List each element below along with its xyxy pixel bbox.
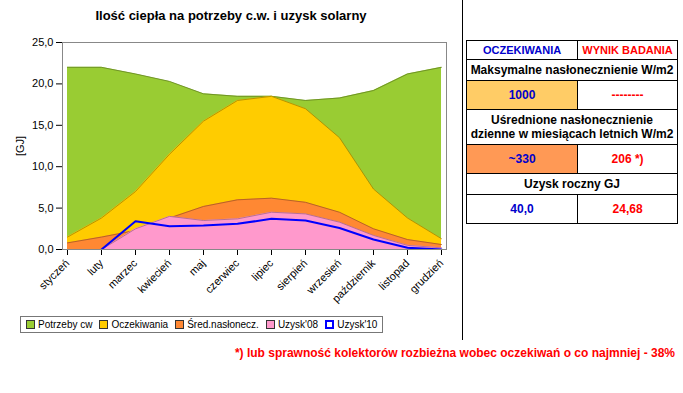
svg-text:[GJ]: [GJ]: [14, 136, 26, 156]
svg-text:25,0: 25,0: [32, 36, 53, 48]
html-text:Uzysk'10: Uzysk'10: [337, 319, 378, 330]
svg-text:czerwiec: czerwiec: [203, 256, 242, 295]
html-text:1000: 1000: [508, 88, 536, 102]
html-text:Uśrednione nasłonecznienie dzi: Uśrednione nasłonecznienie dzienne w mie…: [470, 113, 674, 141]
svg-text:kwiecień: kwiecień: [135, 257, 173, 295]
html-text:OCZEKIWANIA: OCZEKIWANIA: [482, 44, 562, 56]
svg-text:marzec: marzec: [105, 256, 139, 290]
svg-text:styczeń: styczeń: [37, 257, 72, 292]
html-text:Uzysk roczny GJ: Uzysk roczny GJ: [524, 177, 620, 191]
svg-text:sierpień: sierpień: [273, 256, 310, 293]
html-text:40,0: 40,0: [510, 202, 534, 216]
html-text:Ilość ciepła na potrzeby c.w.: Ilość ciepła na potrzeby c.w. i uzysk so…: [95, 8, 367, 23]
html-text:Oczekiwania: Oczekiwania: [111, 319, 169, 330]
svg-text:20,0: 20,0: [32, 77, 53, 89]
html-text:WYNIK BADANIA: WYNIK BADANIA: [582, 44, 673, 56]
html-text:Maksymalne nasłonecznienie W/m: Maksymalne nasłonecznienie W/m2: [470, 63, 674, 77]
html-text:Uzysk'08: Uzysk'08: [277, 319, 319, 330]
svg-text:październik: październik: [330, 256, 378, 304]
svg-text:listopad: listopad: [376, 256, 412, 292]
html-text:206 *): 206 *): [611, 152, 644, 166]
svg-text:10,0: 10,0: [32, 160, 53, 172]
html-text:Potrzeby cw: Potrzeby cw: [38, 319, 93, 330]
html-text:~330: ~330: [508, 152, 536, 166]
svg-text:0,0: 0,0: [38, 243, 53, 255]
html-text:Śred.nasłonecz.: Śred.nasłonecz.: [187, 319, 259, 330]
svg-text:wrzesień: wrzesień: [304, 256, 344, 296]
svg-text:grudzień: grudzień: [407, 257, 445, 295]
svg-text:maj: maj: [186, 257, 207, 278]
html-text:*) lub sprawność kolektorów ro: *) lub sprawność kolektorów rozbieżna wo…: [234, 346, 675, 360]
svg-text:lipiec: lipiec: [249, 256, 276, 283]
svg-text:luty: luty: [85, 256, 106, 277]
html-text:24,68: 24,68: [612, 202, 643, 216]
svg-text:5,0: 5,0: [38, 202, 53, 214]
svg-text:15,0: 15,0: [32, 119, 53, 131]
